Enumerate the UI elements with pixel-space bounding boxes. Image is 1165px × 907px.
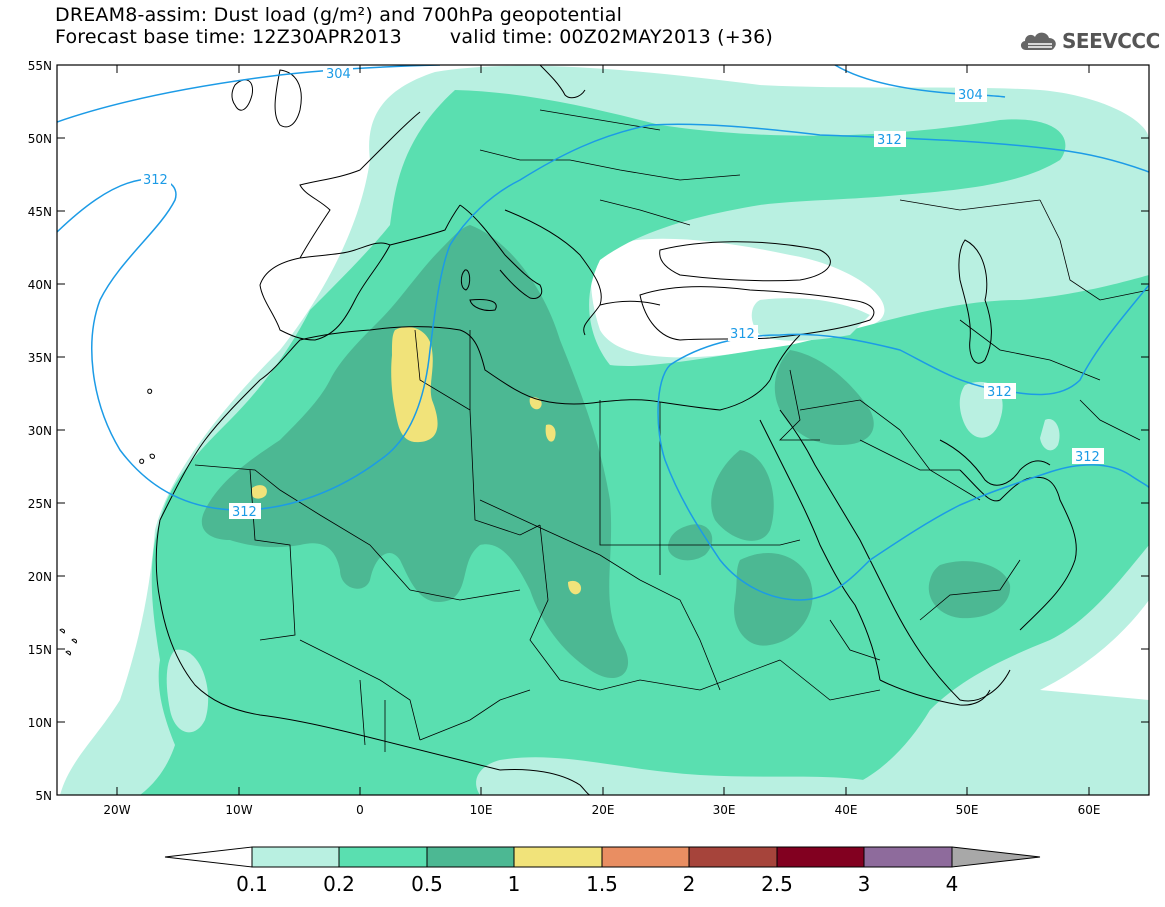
lon-label: 20E [592, 803, 615, 817]
contour-304-west [57, 65, 441, 123]
legend-label: 0.2 [323, 872, 355, 896]
lat-label: 55N [28, 59, 52, 73]
legend-label: 3 [858, 872, 871, 896]
coastlines [59, 65, 1077, 795]
contour-label: 312 [987, 385, 1012, 400]
lat-label: 20N [28, 570, 52, 584]
lon-axis [116, 65, 1090, 795]
seevccc-logo: SEEVCCC [1018, 28, 1160, 54]
contour-312-main [57, 123, 1149, 511]
lat-label: 15N [28, 643, 52, 657]
legend-label: 0.1 [236, 872, 268, 896]
forecast-times: Forecast base time: 12Z30APR2013 valid ti… [55, 26, 773, 48]
legend-swatch [688, 846, 778, 868]
lat-label: 35N [28, 351, 52, 365]
lon-label: 60E [1078, 803, 1101, 817]
base-time: Forecast base time: 12Z30APR2013 [55, 26, 402, 48]
lat-label: 50N [28, 132, 52, 146]
lat-label: 40N [28, 278, 52, 292]
map-title: DREAM8-assim: Dust load (g/m²) and 700hP… [55, 4, 623, 26]
lat-axis [57, 64, 1149, 796]
contour-label: 304 [958, 88, 983, 103]
legend-label: 4 [946, 872, 959, 896]
legend-swatch [338, 846, 428, 868]
lat-label: 5N [35, 789, 52, 803]
legend-arrow-low [164, 846, 253, 868]
lat-label: 10N [28, 716, 52, 730]
contour-label: 312 [232, 505, 257, 520]
legend-label: 1 [508, 872, 521, 896]
dust-1-1.5-region [391, 326, 438, 443]
dust-0.5-1-region-east [774, 350, 874, 445]
lon-label: 10W [225, 803, 252, 817]
legend-swatch [601, 846, 690, 868]
dust-0.5-1-region [201, 225, 629, 679]
map-plot-area: 304 304 312 312 312 312 312 312 [57, 65, 1149, 795]
legend-label: 1.5 [586, 872, 618, 896]
color-legend: 0.1 0.2 0.5 1 1.5 2 2.5 3 4 [164, 846, 1041, 896]
contour-label: 312 [1075, 450, 1100, 465]
valid-time: valid time: 00Z02MAY2013 (+36) [449, 26, 774, 48]
legend-swatch [426, 846, 515, 868]
clear-area-west [60, 238, 260, 379]
lat-label: 30N [28, 424, 52, 438]
lat-label: 25N [28, 497, 52, 511]
legend-swatch [251, 846, 340, 868]
lon-label: 30E [713, 803, 736, 817]
contour-label: 312 [143, 173, 168, 188]
lon-label: 50E [956, 803, 979, 817]
cloud-icon [1020, 32, 1056, 50]
contour-label: 304 [326, 67, 351, 82]
legend-swatch [776, 846, 865, 868]
lon-label: 10E [470, 803, 493, 817]
lon-labels: 20W 10W 0 10E 20E 30E 40E 50E 60E [103, 803, 1100, 817]
country-borders [194, 109, 1149, 752]
lon-label: 0 [356, 803, 364, 817]
lon-label: 20W [103, 803, 130, 817]
contour-304-east [834, 65, 1006, 98]
contour-label: 312 [877, 133, 902, 148]
dust-0.2-0.5-region [140, 90, 1149, 795]
legend-label: 2.5 [761, 872, 793, 896]
lon-label: 40E [835, 803, 858, 817]
legend-labels: 0.1 0.2 0.5 1 1.5 2 2.5 3 4 [236, 872, 958, 896]
legend-label: 2 [683, 872, 696, 896]
logo-text: SEEVCCC [1062, 29, 1160, 53]
contour-label: 312 [730, 327, 755, 342]
lat-labels: 55N 50N 45N 40N 35N 30N 25N 20N 15N 10N … [28, 59, 52, 803]
contour-labels: 304 304 312 312 312 312 312 312 [141, 65, 1104, 520]
legend-swatch [863, 846, 953, 868]
legend-swatch [513, 846, 603, 868]
legend-arrow-high [951, 846, 1041, 868]
lat-label: 45N [28, 205, 52, 219]
legend-label: 0.5 [411, 872, 443, 896]
